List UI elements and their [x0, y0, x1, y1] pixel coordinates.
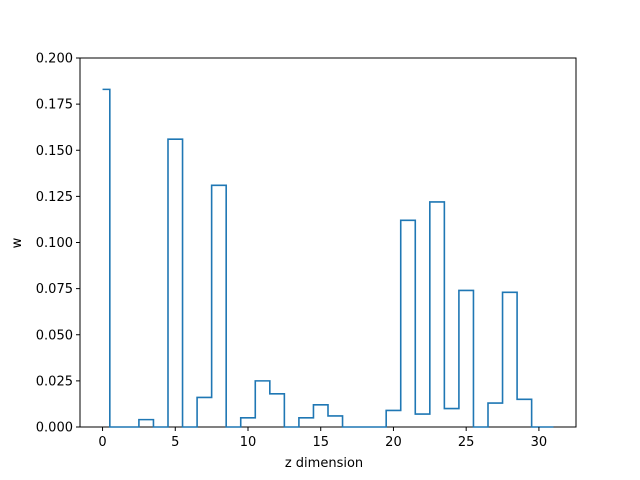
y-tick-label: 0.000: [36, 421, 73, 436]
y-tick-label: 0.100: [36, 236, 73, 251]
x-axis-label: z dimension: [285, 456, 363, 471]
x-tick-label: 25: [458, 435, 475, 450]
y-axis-label: w: [10, 237, 25, 248]
y-tick-label: 0.150: [36, 144, 73, 159]
x-tick-label: 30: [531, 435, 548, 450]
y-tick-label: 0.175: [36, 98, 73, 113]
y-tick-label: 0.200: [36, 52, 73, 67]
y-tick-label: 0.050: [36, 328, 73, 343]
x-tick-label: 15: [312, 435, 329, 450]
x-tick-label: 0: [98, 435, 106, 450]
y-tick-label: 0.025: [36, 374, 73, 389]
y-tick-label: 0.075: [36, 282, 73, 297]
x-tick-label: 5: [171, 435, 179, 450]
series-line-0: [102, 88, 554, 428]
x-axis-ticks: 0 5 10 15 20 25 30: [98, 427, 547, 450]
x-tick-label: 20: [385, 435, 402, 450]
series-layer: [102, 88, 554, 428]
y-tick-label: 0.125: [36, 190, 73, 205]
y-axis-ticks: 0.000 0.025 0.050 0.075 0.100 0.125 0.150 0.175…: [36, 52, 80, 436]
x-tick-label: 10: [240, 435, 257, 450]
